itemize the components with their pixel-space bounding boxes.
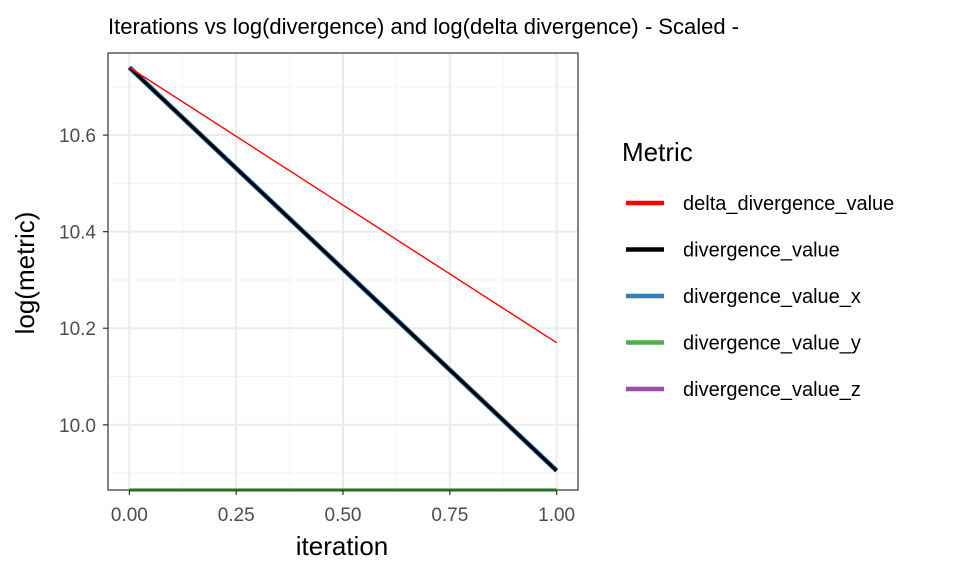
legend-label-divergence-value-x: divergence_value_x <box>683 286 861 308</box>
legend-label-divergence-value-y: divergence_value_y <box>683 333 861 355</box>
y-tick-label: 10.6 <box>59 126 96 147</box>
y-axis: 10.0 10.2 10.4 10.6 <box>59 126 108 437</box>
y-axis-title: log(metric) <box>10 212 40 335</box>
y-tick-label: 10.2 <box>59 319 96 340</box>
x-tick-label: 1.00 <box>538 505 575 526</box>
x-tick-label: 0.50 <box>325 505 362 526</box>
grid-major <box>108 53 578 490</box>
legend: Metric delta_divergence_value divergence_… <box>622 137 894 401</box>
x-tick-label: 0.25 <box>218 505 255 526</box>
x-tick-label: 0.75 <box>431 505 468 526</box>
x-axis-title: iteration <box>296 531 389 561</box>
y-tick-label: 10.4 <box>59 223 96 244</box>
x-axis: 0.00 0.25 0.50 0.75 1.00 <box>111 490 575 526</box>
legend-label-delta-divergence-value: delta_divergence_value <box>683 193 894 215</box>
series-line-delta-divergence-value <box>128 66 558 344</box>
y-tick-label: 10.0 <box>59 416 96 437</box>
series-line-divergence-value <box>128 66 558 472</box>
x-tick-label: 0.00 <box>111 505 148 526</box>
legend-label-divergence-value: divergence_value <box>683 240 840 262</box>
chart-title: Iterations vs log(divergence) and log(de… <box>108 14 739 39</box>
legend-title: Metric <box>622 137 693 167</box>
legend-label-divergence-value-z: divergence_value_z <box>683 379 861 401</box>
